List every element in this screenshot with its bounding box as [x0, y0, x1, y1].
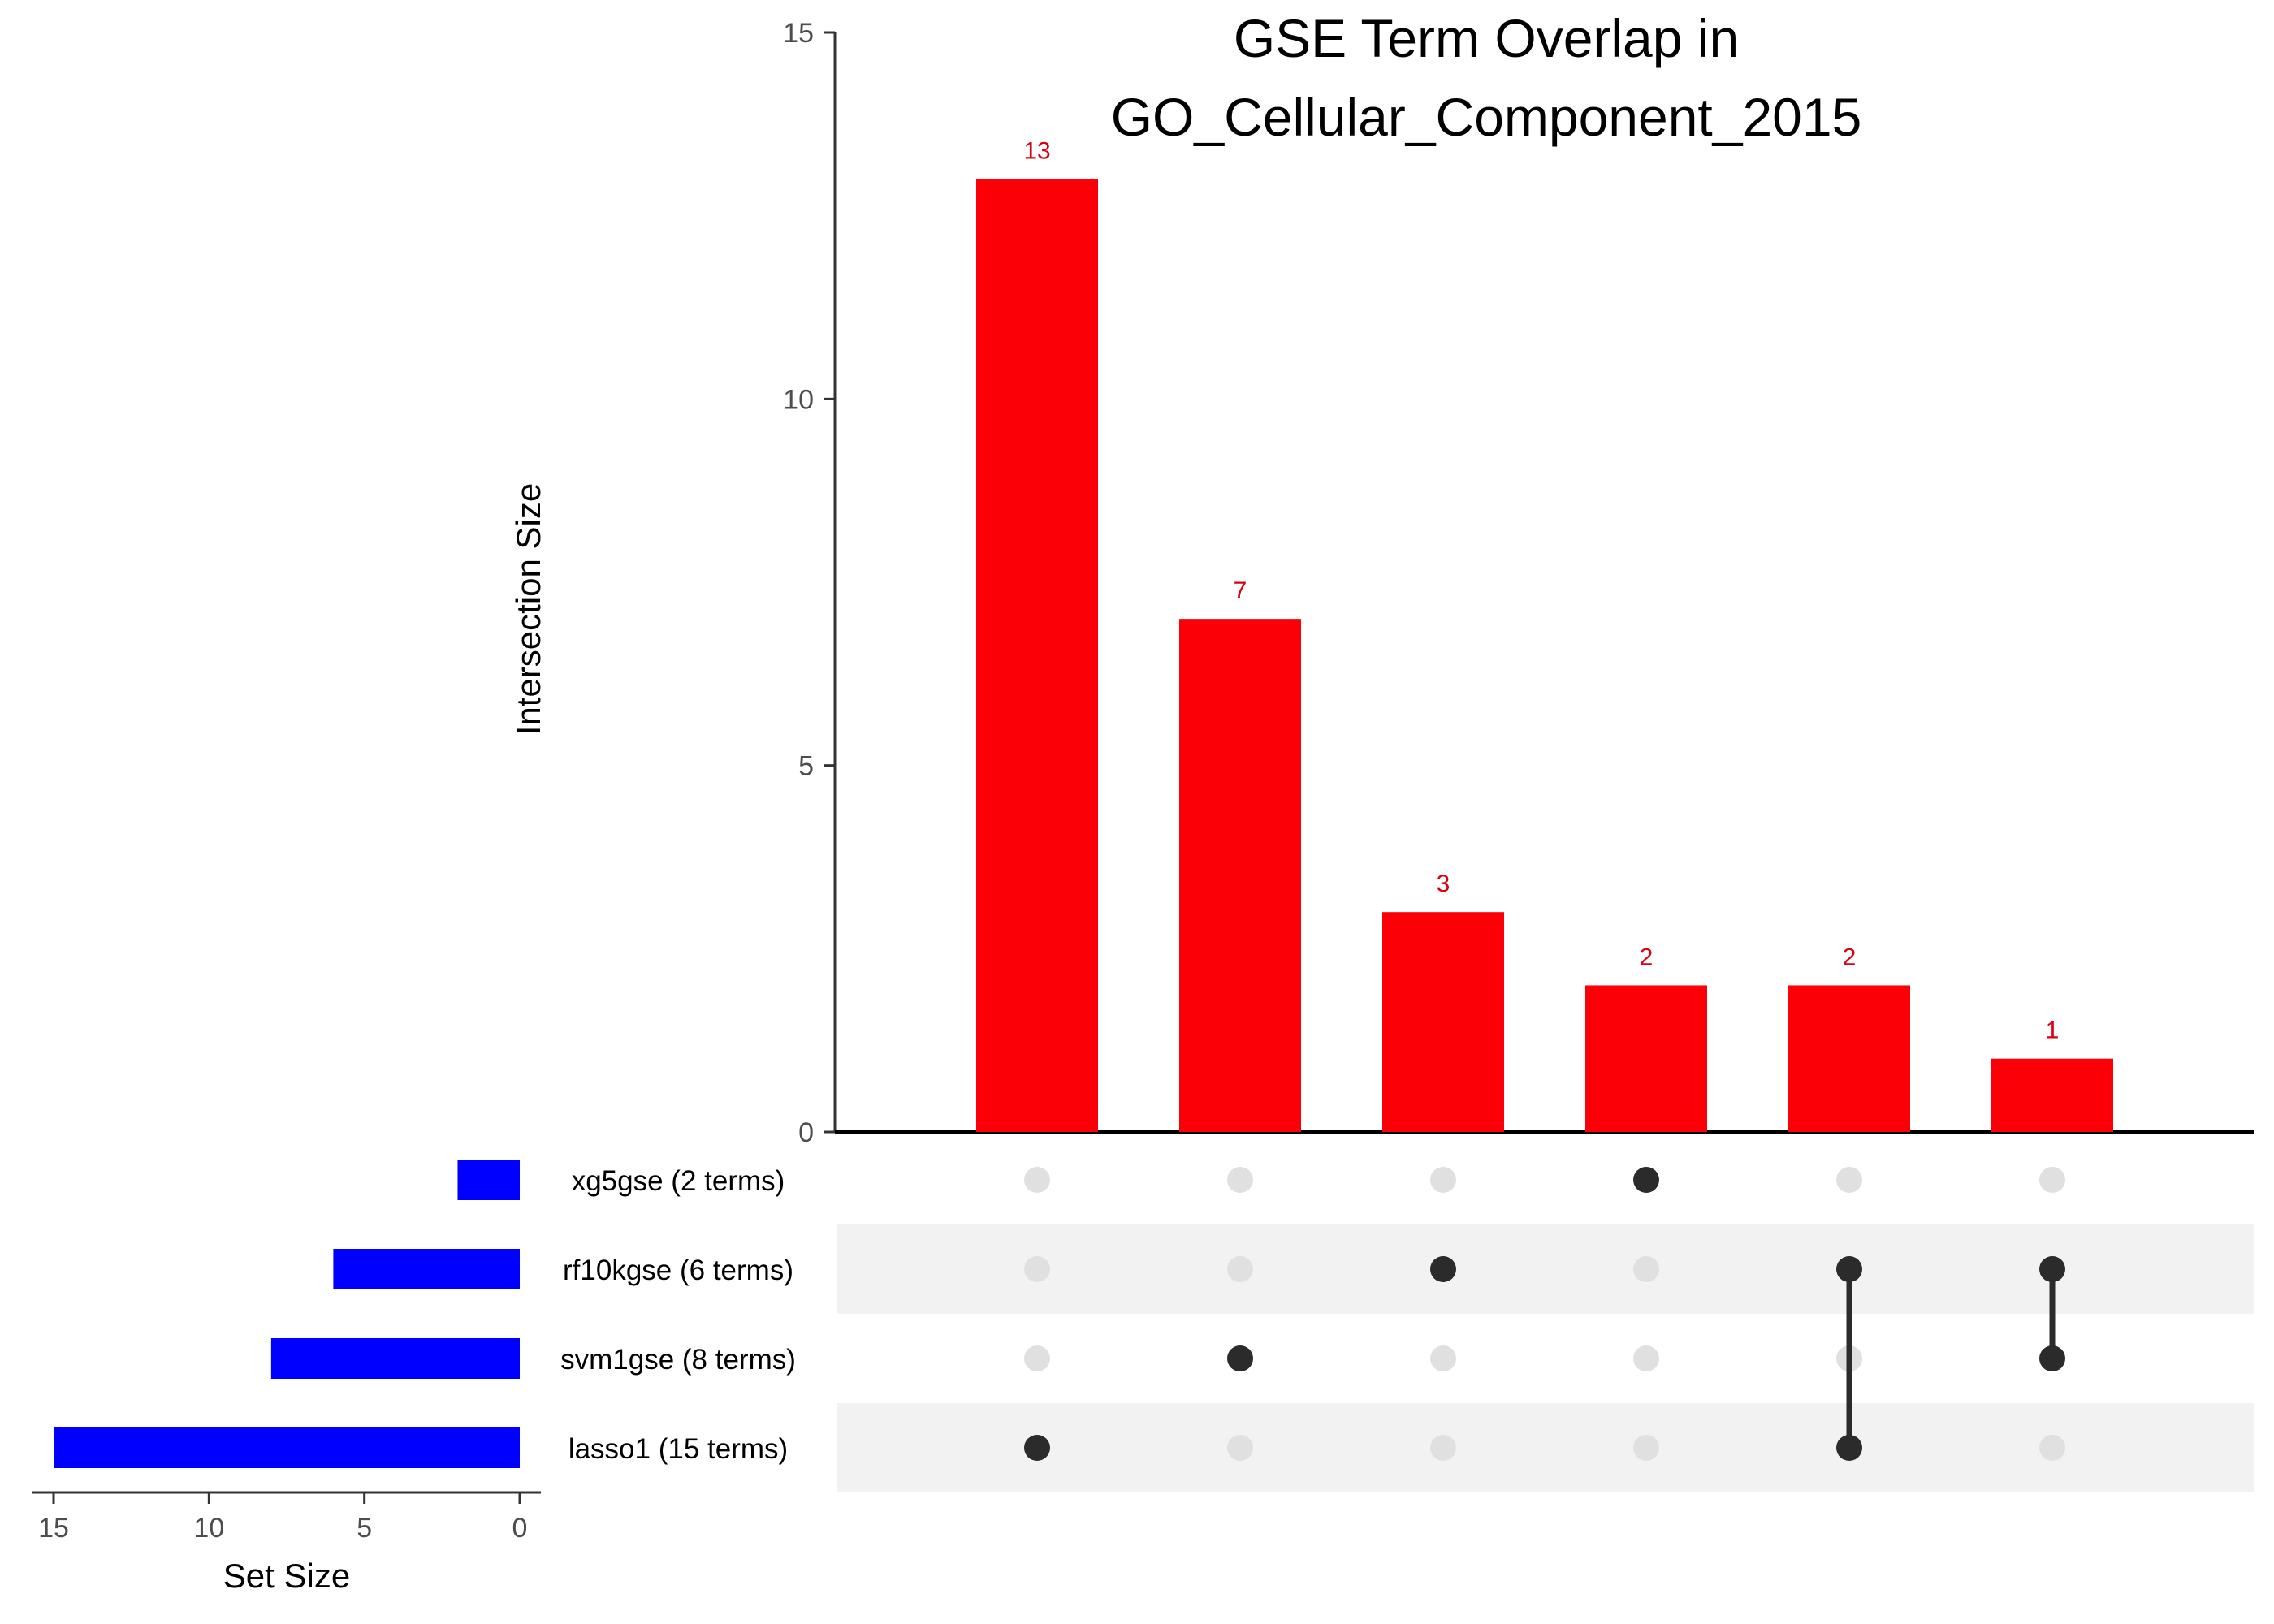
set-label-svm1gse: svm1gse (8 terms): [560, 1344, 796, 1376]
set-size-tick-label: 15: [38, 1513, 69, 1544]
matrix-dot-inactive: [1024, 1345, 1050, 1371]
set-size-bar-lasso1: [54, 1427, 520, 1468]
matrix-dot-inactive: [1024, 1256, 1050, 1282]
set-size-bar-svm1gse: [270, 1338, 520, 1379]
set-size-tick-label: 0: [512, 1513, 528, 1544]
matrix-dot-inactive: [2039, 1435, 2065, 1461]
matrix-dot-active: [1430, 1256, 1456, 1282]
intersection-bar: [1585, 985, 1707, 1132]
set-size-bar-rf10kgse: [333, 1249, 520, 1289]
matrix-dot-active: [2039, 1256, 2065, 1282]
matrix-dot-inactive: [1430, 1345, 1456, 1371]
intersection-bar-value: 7: [1234, 577, 1247, 604]
intersection-bar-value: 13: [1023, 138, 1050, 165]
intersection-bar: [976, 179, 1098, 1133]
matrix-stripe-rf10kgse: [837, 1224, 2254, 1314]
matrix-dot-active: [1024, 1435, 1050, 1461]
y-tick-label: 10: [783, 384, 814, 415]
intersection-bar-value: 2: [1640, 944, 1654, 970]
set-size-bars: [54, 1160, 520, 1468]
y-axis-label: Intersection Size: [509, 483, 547, 736]
matrix-dot-inactive: [1227, 1435, 1253, 1461]
matrix-stripes: [837, 1224, 2254, 1492]
chart-title-line-2: GO_Cellular_Component_2015: [1111, 87, 1862, 147]
intersection-bar: [1382, 912, 1504, 1132]
set-size-tick-label: 5: [357, 1513, 372, 1544]
matrix-dot-inactive: [1024, 1167, 1050, 1193]
intersection-bar: [1991, 1058, 2113, 1132]
set-label-lasso1: lasso1 (15 terms): [568, 1433, 788, 1465]
chart-title-line-1: GSE Term Overlap in: [1234, 8, 1739, 68]
y-tick-label: 5: [798, 751, 814, 782]
y-tick-label: 0: [798, 1117, 814, 1148]
matrix-dot-inactive: [2039, 1167, 2065, 1193]
intersection-bars: [976, 179, 2113, 1133]
set-label-rf10kgse: rf10kgse (6 terms): [563, 1255, 793, 1286]
set-label-xg5gse: xg5gse (2 terms): [572, 1165, 785, 1197]
matrix-dot-active: [1836, 1435, 1862, 1461]
matrix-dot-inactive: [1633, 1256, 1659, 1282]
intersection-bar-value: 1: [2046, 1017, 2060, 1044]
matrix-dot-active: [2039, 1345, 2065, 1371]
intersection-bar-value: 2: [1843, 944, 1857, 970]
membership-matrix: [1024, 1167, 2065, 1461]
intersection-bar-labels: 13 7 3 2 2 1: [1023, 138, 2059, 1044]
set-size-bar-xg5gse: [457, 1160, 520, 1200]
matrix-stripe-lasso1: [837, 1403, 2254, 1492]
matrix-dot-inactive: [1430, 1435, 1456, 1461]
matrix-dot-inactive: [1836, 1167, 1862, 1193]
set-size-axis-label: Set Size: [223, 1557, 350, 1595]
matrix-dot-active: [1227, 1345, 1253, 1371]
set-labels: xg5gse (2 terms) rf10kgse (6 terms) svm1gs…: [560, 1165, 796, 1465]
matrix-dot-inactive: [1227, 1167, 1253, 1193]
y-tick-label: 15: [783, 18, 814, 49]
set-size-tick-label: 10: [193, 1513, 224, 1544]
matrix-dot-inactive: [1633, 1345, 1659, 1371]
intersection-bar: [1179, 619, 1301, 1132]
matrix-dot-active: [1836, 1256, 1862, 1282]
matrix-dot-inactive: [1227, 1256, 1253, 1282]
matrix-dot-active: [1633, 1167, 1659, 1193]
matrix-dot-inactive: [1633, 1435, 1659, 1461]
matrix-dot-inactive: [1430, 1167, 1456, 1193]
set-size-axis: 15 10 5 0: [32, 1491, 541, 1544]
intersection-bar: [1788, 985, 1910, 1132]
intersection-bar-value: 3: [1437, 870, 1450, 897]
